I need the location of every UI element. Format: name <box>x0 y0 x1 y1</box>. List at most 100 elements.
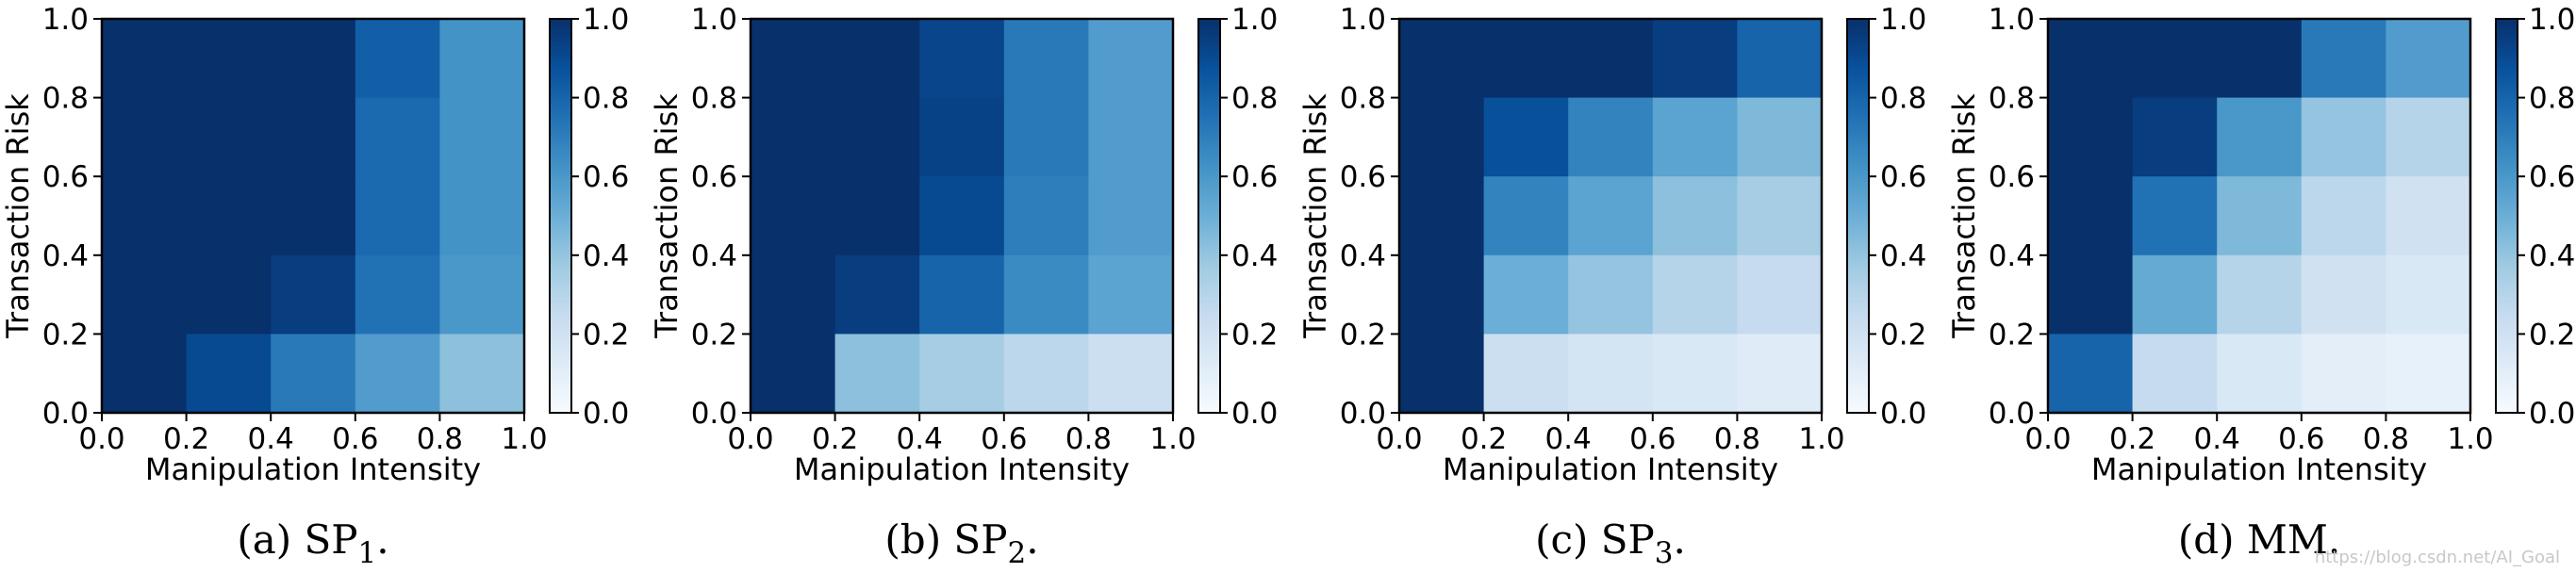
heatmap-cell <box>271 97 356 177</box>
heatmap-cell <box>1088 334 1174 414</box>
colorbar-tick-label: 0.6 <box>583 160 629 194</box>
heatmap-cell <box>2217 19 2303 99</box>
heatmap-cell <box>2217 97 2303 177</box>
axes-frame <box>100 17 526 415</box>
x-tick-label: 1.0 <box>501 422 547 456</box>
x-tick-label: 0.2 <box>1461 422 1507 456</box>
heatmap-cell <box>2301 176 2386 256</box>
heatmap-cell <box>186 254 272 335</box>
heatmap-cell <box>439 334 525 414</box>
y-tick-label: 0.8 <box>1340 82 1386 116</box>
x-tick-label: 0.0 <box>1376 422 1422 456</box>
x-tick-label: 1.0 <box>1149 422 1196 456</box>
heatmap-cell <box>1652 97 1738 177</box>
heatmap-cell <box>355 334 440 414</box>
x-tick-label: 0.2 <box>812 422 858 456</box>
x-tick-label: 0.4 <box>2194 422 2240 456</box>
heatmap-cell <box>1003 97 1089 177</box>
heatmap-cell <box>2386 176 2471 256</box>
colorbar-tick-label: 0.4 <box>2529 239 2575 273</box>
heatmap-cell <box>1568 254 1654 335</box>
heatmap-cell <box>1652 254 1738 335</box>
heatmap-cell <box>1483 254 1569 335</box>
y-tick-label: 0.6 <box>42 160 89 194</box>
heatmap-cell <box>834 334 920 414</box>
axes-frame <box>1397 17 1824 415</box>
y-tick-label: 0.6 <box>1989 160 2035 194</box>
heatmap-cell <box>1483 19 1569 99</box>
colorbar-tick-label: 0.2 <box>583 318 629 352</box>
heatmap-cell <box>1568 19 1654 99</box>
panel-caption: (d) MM. <box>2178 516 2340 563</box>
x-tick-label: 0.6 <box>2278 422 2324 456</box>
y-tick-label: 1.0 <box>42 3 89 37</box>
y-tick-label: 0.4 <box>1989 239 2035 273</box>
heatmap-cell <box>1399 19 1485 99</box>
heatmap-cell <box>1003 334 1089 414</box>
heatmap-cell <box>1737 254 1823 335</box>
heatmap-cell <box>751 176 836 256</box>
x-axis-label: Manipulation Intensity <box>1443 451 1778 487</box>
heatmap-panel-2: 0.0 0.2 0.4 0.6 0.8 1.0 0.0 0.2 0.4 0.6 0.8 1.0 Mani… <box>1297 3 1926 570</box>
colorbar-tick-label: 0.6 <box>2529 160 2575 194</box>
heatmap-cell <box>919 19 1005 99</box>
heatmap-cell <box>2386 254 2471 335</box>
colorbar <box>1846 18 1870 414</box>
heatmap-cell <box>919 334 1005 414</box>
x-tick-label: 0.8 <box>2363 422 2409 456</box>
heatmap-cell <box>834 176 920 256</box>
x-tick-label: 0.8 <box>417 422 463 456</box>
colorbar-tick-label: 0.0 <box>1880 397 1926 431</box>
heatmap-cell <box>2301 97 2386 177</box>
heatmap-cell <box>1483 334 1569 414</box>
heatmap-cell <box>2301 334 2386 414</box>
heatmap-cell <box>355 176 440 256</box>
colorbar-tick-label: 0.2 <box>1880 318 1926 352</box>
panel-caption: (b) SP2. <box>884 516 1038 570</box>
y-tick-label: 0.4 <box>42 239 89 273</box>
colorbar-tick-label: 0.4 <box>583 239 629 273</box>
y-tick-label: 0.2 <box>1340 318 1386 352</box>
y-tick-label: 1.0 <box>691 3 737 37</box>
heatmap-cell <box>102 176 188 256</box>
heatmap-cell <box>834 97 920 177</box>
heatmap-cell <box>186 334 272 414</box>
colorbar-tick-label: 0.6 <box>1231 160 1278 194</box>
heatmap-cell <box>439 97 525 177</box>
heatmap-cell <box>2217 254 2303 335</box>
colorbar-tick-label: 0.2 <box>2529 318 2575 352</box>
x-tick-label: 0.0 <box>78 422 124 456</box>
heatmap-cell <box>186 97 272 177</box>
heatmap-cell <box>102 254 188 335</box>
heatmap-cell <box>1568 176 1654 256</box>
x-tick-label: 0.2 <box>2109 422 2155 456</box>
x-axis-label: Manipulation Intensity <box>794 451 1130 487</box>
heatmap-cell <box>1088 97 1174 177</box>
colorbar-tick-label: 0.4 <box>1231 239 1278 273</box>
heatmap-cell <box>1652 176 1738 256</box>
heatmap-cell <box>1088 176 1174 256</box>
heatmap-cell <box>2048 97 2134 177</box>
heatmap-cell <box>919 254 1005 335</box>
heatmap-cell <box>1088 19 1174 99</box>
x-tick-label: 0.6 <box>332 422 378 456</box>
x-tick-label: 0.6 <box>981 422 1027 456</box>
y-tick-label: 0.0 <box>42 397 89 431</box>
heatmap-cell <box>2217 176 2303 256</box>
heatmap-cell <box>919 97 1005 177</box>
heatmap-cell <box>2048 19 2134 99</box>
y-tick-label: 0.6 <box>691 160 737 194</box>
heatmap-cell <box>1003 176 1089 256</box>
heatmap-cell <box>1399 97 1485 177</box>
x-tick-label: 0.4 <box>1545 422 1592 456</box>
heatmap-cell <box>271 19 356 99</box>
heatmap-cell <box>1737 176 1823 256</box>
colorbar-tick-label: 1.0 <box>1231 3 1278 37</box>
colorbar-tick-label: 0.2 <box>1231 318 1278 352</box>
x-tick-label: 0.6 <box>1629 422 1676 456</box>
x-tick-label: 1.0 <box>1798 422 1844 456</box>
heatmap-panel-3: 0.0 0.2 0.4 0.6 0.8 1.0 0.0 0.2 0.4 0.6 0.8 1.0 Mani… <box>1946 3 2575 563</box>
heatmap-cell <box>1652 19 1738 99</box>
heatmap-cell <box>1399 176 1485 256</box>
y-tick-label: 1.0 <box>1340 3 1386 37</box>
